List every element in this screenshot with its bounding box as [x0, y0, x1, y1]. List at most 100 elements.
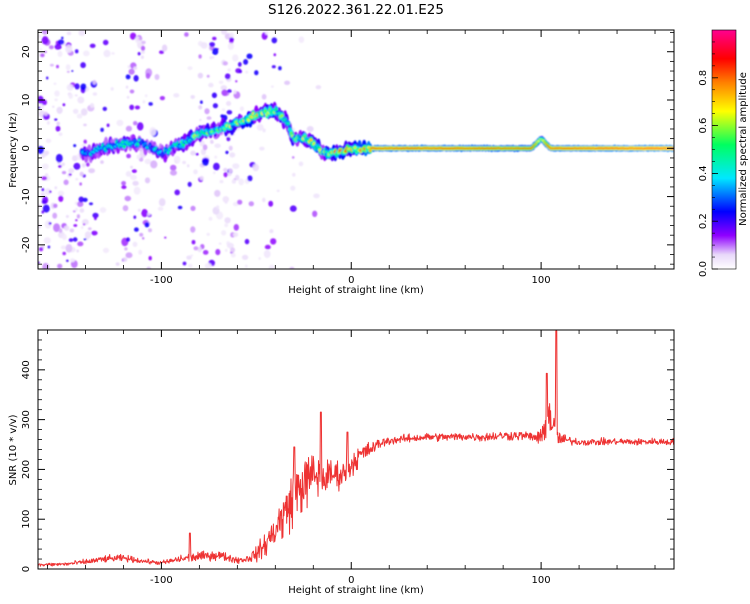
spectrogram-noise-blob [243, 59, 249, 65]
spectrogram-noise-blob [129, 89, 135, 94]
spectrogram-noise-blob [77, 241, 84, 247]
spectrogram-y-axis-label: Frequency (Hz) [8, 112, 19, 188]
spectrogram-noise-blob [66, 259, 69, 262]
spectrogram-ridge-core [309, 138, 313, 142]
spectrogram-noise-blob [49, 45, 54, 50]
spectrogram-noise-blob [258, 257, 262, 260]
spectrogram-noise-blob [130, 32, 137, 40]
spectrogram-noise-blob [80, 62, 86, 69]
spectrogram-noise-blob [103, 49, 111, 58]
spectrogram-noise-blob [256, 124, 264, 131]
spectrogram-noise-blob [290, 185, 296, 191]
spectrogram-noise-blob [237, 199, 243, 205]
spectrogram-noise-blob [54, 90, 60, 97]
spectrogram-noise-blob [141, 40, 146, 45]
spectrogram-noise-blob [90, 103, 95, 108]
colorbar-gradient [711, 29, 737, 270]
spectrogram-noise-blob [141, 50, 145, 54]
snr-y-tick-label: 300 [21, 410, 32, 429]
spectrogram-noise-blob [161, 44, 168, 52]
snr-x-tick-label: 100 [532, 575, 551, 586]
spectrogram-noise-blob [233, 89, 237, 95]
spectrogram-noise-blob [61, 36, 64, 40]
spectrogram-noise-blob [62, 251, 66, 256]
spectrogram-noise-blob [200, 100, 203, 104]
spectrogram-noise-blob [100, 160, 104, 164]
spectrogram-noise-blob [219, 179, 224, 184]
spectrogram-noise-blob [227, 68, 231, 72]
spectrogram-noise-blob [187, 66, 193, 71]
spectrogram-noise-blob [68, 168, 75, 174]
spectrogram-noise-blob [63, 225, 70, 231]
spectrogram-noise-blob [154, 74, 160, 80]
spectrogram-noise-blob [220, 85, 228, 91]
spectrogram-noise-blob [78, 30, 86, 36]
spectrogram-noise-blob [271, 85, 274, 88]
spectrogram-noise-blob [56, 106, 63, 114]
spectrogram-noise-blob [80, 108, 88, 116]
spectrogram-noise-blob [89, 202, 93, 206]
spectrogram-noise-blob [292, 172, 296, 177]
spectrogram-noise-blob [148, 256, 152, 261]
spectrogram-noise-blob [145, 72, 151, 79]
spectrogram-noise-blob [229, 37, 235, 42]
spectrogram-noise-blob [177, 205, 183, 210]
spectrogram-noise-blob [263, 250, 271, 258]
spectrogram-noise-blob [220, 114, 224, 118]
spectrogram-noise-blob [227, 42, 234, 50]
spectrogram-noise-blob [210, 139, 214, 144]
spectrogram-noise-blob [131, 169, 137, 174]
spectrogram-noise-blob [222, 61, 228, 66]
spectrogram-noise-blob [284, 80, 291, 86]
spectrogram-noise-blob [115, 262, 120, 266]
spectrogram-noise-blob [130, 174, 137, 180]
spectrogram-noise-blob [68, 93, 73, 99]
spectrogram-ridge-core [113, 145, 117, 148]
spectrogram-noise-blob [268, 200, 274, 207]
spectrogram-noise-blob [144, 177, 151, 184]
snr-y-axis-label: SNR (10 * v/v) [8, 414, 19, 485]
spectrogram-noise-blob [212, 103, 218, 109]
spectrogram-noise-blob [221, 108, 226, 111]
spectrogram-noise-blob [148, 102, 153, 106]
spectrogram-noise-blob [72, 237, 78, 242]
spectrogram-noise-blob [47, 245, 51, 249]
spectrogram-noise-blob [43, 111, 48, 116]
spectrogram-noise-blob [144, 94, 148, 98]
spectrogram-y-tick-label: 20 [21, 45, 32, 58]
spectrogram-noise-blob [226, 172, 232, 177]
spectrogram-noise-blob [39, 48, 43, 51]
spectrogram-noise-blob [261, 94, 267, 100]
spectrogram-noise-blob [238, 69, 242, 74]
spectrogram-y-tick-label: 0 [21, 145, 32, 151]
snr-y-tick-label: 100 [21, 510, 32, 529]
spectrogram-noise-blob [174, 160, 178, 164]
spectrogram-noise-blob [199, 175, 204, 181]
spectrogram-noise-blob [149, 127, 157, 136]
spectrogram-noise-blob [125, 252, 133, 259]
spectrogram-noise-blob [198, 105, 203, 110]
spectrogram-noise-blob [188, 263, 193, 268]
spectrogram-noise-blob [134, 105, 140, 110]
spectrogram-noise-blob [214, 155, 218, 159]
spectrogram-noise-blob [204, 262, 212, 269]
spectrogram-noise-blob [41, 153, 46, 158]
spectrogram-noise-blob [99, 207, 107, 213]
spectrogram-noise-blob [91, 230, 98, 236]
spectrogram-noise-blob [268, 264, 275, 269]
snr-y-tick-label: 400 [21, 360, 32, 379]
spectrogram-noise-blob [212, 36, 217, 41]
spectrogram-noise-blob [184, 32, 189, 37]
spectrogram-noise-blob [170, 164, 177, 171]
spectrogram-noise-blob [186, 255, 192, 260]
spectrogram-noise-blob [246, 53, 253, 59]
spectrogram-noise-blob [190, 95, 195, 99]
spectrogram-noise-blob [79, 208, 85, 213]
spectrogram-noise-blob [58, 228, 63, 233]
spectrogram-noise-blob [200, 42, 208, 49]
spectrogram-noise-blob [193, 246, 199, 251]
spectrogram-noise-blob [42, 163, 49, 170]
spectrogram-x-tick-label: 0 [348, 275, 354, 286]
spectrogram-noise-blob [206, 232, 210, 236]
